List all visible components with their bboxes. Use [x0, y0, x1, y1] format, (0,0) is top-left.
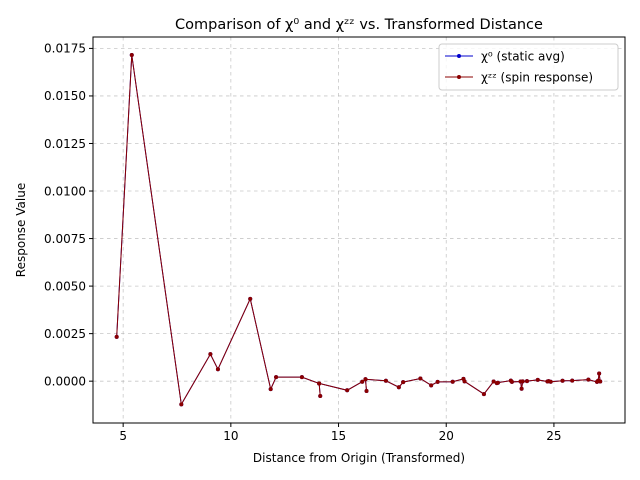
data-point [450, 379, 455, 384]
x-axis-title: Distance from Origin (Transformed) [253, 451, 465, 465]
x-tick-label: 15 [331, 429, 346, 443]
legend-label-spin-response: χᶻᶻ (spin response) [481, 71, 593, 85]
data-point [268, 387, 273, 392]
data-point [462, 379, 467, 384]
data-point [317, 381, 322, 386]
data-point [363, 377, 368, 382]
y-tick-label: 0.0025 [44, 327, 86, 341]
data-point [215, 367, 220, 372]
data-point [248, 296, 253, 301]
data-point [560, 378, 565, 383]
data-point [318, 394, 323, 398]
data-point [491, 379, 496, 384]
data-point [598, 379, 603, 384]
data-point [435, 379, 440, 384]
data-point [520, 379, 525, 384]
data-point [418, 376, 423, 381]
x-tick-label: 5 [119, 429, 127, 443]
legend: χ⁰ (static avg) χᶻᶻ (spin response) [438, 43, 619, 91]
x-tick-label: 10 [223, 429, 238, 443]
data-point [481, 392, 486, 397]
data-point [299, 375, 304, 380]
y-tick-label: 0.0050 [44, 279, 86, 293]
series-spin-response [114, 53, 603, 407]
series-layer [114, 53, 603, 407]
chart-title: Comparison of χ⁰ and χᶻᶻ vs. Transformed… [175, 17, 543, 33]
y-tick-label: 0.0125 [44, 137, 86, 151]
legend-frame [438, 43, 619, 91]
data-point [570, 378, 575, 383]
data-point [509, 379, 514, 384]
legend-label-static-avg: χ⁰ (static avg) [481, 50, 565, 64]
x-tick-label: 20 [439, 429, 454, 443]
data-point [364, 389, 369, 394]
data-point [519, 386, 524, 391]
data-point [401, 380, 406, 385]
data-point [179, 402, 184, 407]
data-point [548, 379, 553, 384]
data-point [208, 352, 213, 357]
data-point [383, 378, 388, 383]
x-tick-label: 25 [546, 429, 561, 443]
y-tick-label: 0.0000 [44, 374, 86, 388]
y-tick-label: 0.0175 [44, 42, 86, 56]
data-point [586, 377, 591, 382]
data-point [597, 371, 602, 376]
legend-marker-static-avg [457, 54, 461, 58]
data-point [360, 379, 365, 384]
data-point [495, 380, 500, 385]
data-point [114, 334, 119, 339]
y-tick-label: 0.0075 [44, 232, 86, 246]
legend-marker-spin-response [457, 75, 461, 79]
tick-layer: 5 10 15 20 25 0.0000 0.0025 0.0050 0.0075 0.0100 0… [44, 42, 562, 443]
plot-area-frame [92, 36, 626, 424]
data-point [345, 388, 350, 393]
data-point [535, 377, 540, 382]
y-tick-label: 0.0150 [44, 89, 86, 103]
data-point [429, 383, 434, 388]
y-axis-title: Response Value [14, 183, 28, 277]
y-tick-label: 0.0100 [44, 184, 86, 198]
data-point [525, 379, 529, 384]
data-point [396, 385, 401, 390]
data-point [129, 53, 134, 58]
data-point [274, 375, 279, 380]
